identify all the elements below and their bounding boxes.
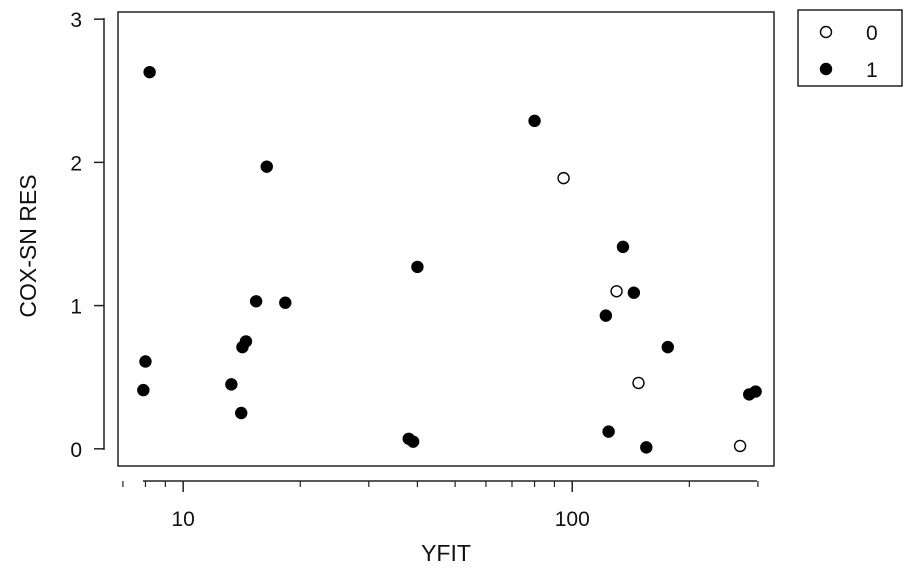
data-point-series-1 [279, 296, 292, 309]
x-axis-label: YFIT [421, 540, 471, 566]
data-point-series-1 [749, 385, 762, 398]
data-point-series-1 [406, 435, 420, 448]
data-point-series-1 [143, 65, 156, 79]
legend-box [797, 9, 903, 87]
x-tick-label: 10 [171, 508, 194, 531]
data-point-series-1 [235, 406, 248, 420]
data-point-series-1 [139, 355, 152, 368]
y-tick-label: 3 [70, 9, 82, 32]
data-point-series-0 [733, 439, 747, 453]
data-point-series-1 [640, 441, 653, 454]
x-axis: 10 100 [122, 480, 759, 531]
legend-marker [819, 62, 833, 76]
data-point-series-1 [260, 160, 273, 173]
data-point-series-0 [610, 285, 623, 298]
y-axis-label: COX-SN RES [15, 174, 41, 317]
data-point-series-1 [411, 260, 424, 274]
y-axis: 0 1 2 3 [70, 9, 105, 462]
data-point-series-1 [616, 240, 630, 254]
data-point-series-1 [627, 286, 641, 299]
data-point-series-0 [557, 171, 570, 185]
y-tick-label: 2 [70, 152, 82, 175]
y-tick-label: 1 [70, 296, 82, 319]
data-point-series-1 [137, 383, 150, 397]
data-point-series-0 [632, 376, 645, 390]
data-points [137, 65, 762, 454]
data-point-series-1 [602, 425, 615, 438]
y-tick-label: 0 [70, 439, 82, 462]
plot-frame [117, 11, 775, 467]
legend-marker [819, 25, 833, 39]
data-point-series-1 [225, 378, 238, 391]
data-point-series-1 [249, 295, 263, 308]
x-tick-label: 100 [555, 508, 590, 531]
legend-label: 0 [866, 22, 878, 45]
legend: 01 [797, 9, 903, 87]
data-point-series-1 [661, 340, 674, 354]
legend-label: 1 [866, 59, 878, 82]
data-point-series-1 [528, 114, 541, 128]
data-point-series-1 [239, 335, 253, 348]
data-point-series-1 [599, 309, 613, 322]
